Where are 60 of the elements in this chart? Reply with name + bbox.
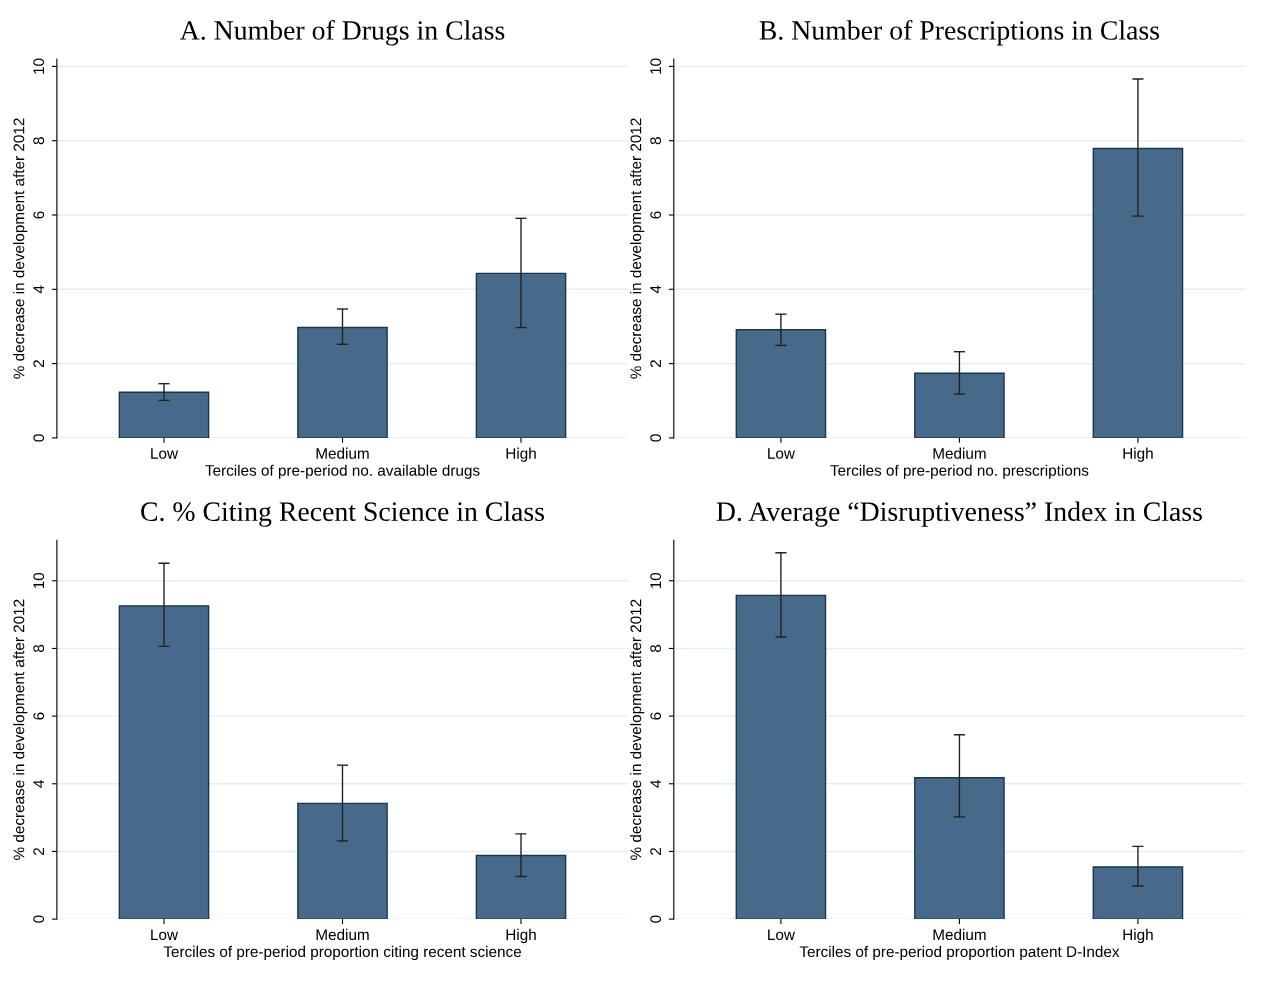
- y-tick-label: 4: [33, 285, 44, 294]
- y-tick-label: 10: [33, 572, 45, 589]
- y-axis-title: % decrease in development after 2012: [630, 599, 645, 860]
- bar: [475, 854, 567, 920]
- y-tick-label: 6: [650, 211, 662, 219]
- y-tick-label: 2: [33, 847, 44, 855]
- bar: [297, 802, 388, 920]
- y-tick-label: 8: [650, 644, 662, 653]
- y-axis-title: % decrease in development after 2012: [13, 599, 28, 860]
- y-tick-label: 0: [33, 434, 45, 442]
- y-tick-label: 10: [650, 572, 662, 589]
- chart-title: B. Number of Prescriptions in Class: [759, 19, 1160, 46]
- bar: [1092, 147, 1184, 438]
- x-tick-label: Low: [768, 929, 795, 941]
- y-tick-label: 8: [650, 137, 662, 145]
- x-tick-label: Medium: [316, 928, 369, 941]
- x-tick-label: Medium: [933, 928, 986, 941]
- y-tick-label: 2: [650, 360, 661, 368]
- x-tick-label: Low: [151, 448, 179, 459]
- x-axis-title: Terciles of pre-period proportion patent D-Index: [799, 945, 1120, 961]
- x-axis-title: Terciles of pre-period no. available drugs: [205, 464, 480, 479]
- chart-title: D. Average “Disruptiveness” Index in Class: [716, 501, 1202, 527]
- chart-title: A. Number of Drugs in Class: [179, 19, 505, 46]
- bar: [735, 329, 827, 438]
- bar: [914, 776, 1005, 920]
- y-tick-label: 4: [650, 285, 661, 294]
- y-tick-label: 6: [33, 712, 45, 720]
- x-tick-label: Medium: [316, 447, 369, 459]
- bar: [914, 372, 1005, 438]
- x-tick-label: High: [506, 447, 536, 462]
- y-tick-label: 0: [650, 434, 662, 442]
- x-axis-title: Terciles of pre-period proportion citing recent science: [163, 945, 521, 961]
- x-tick-label: Low: [151, 929, 179, 941]
- x-tick-label: High: [1123, 447, 1153, 462]
- y-tick-label: 2: [33, 360, 44, 368]
- bar: [297, 326, 388, 438]
- y-tick-label: 8: [33, 644, 45, 653]
- y-tick-label: 10: [650, 58, 662, 74]
- bar: [735, 594, 827, 920]
- y-axis-title: % decrease in development after 2012: [630, 118, 645, 379]
- x-axis-title: Terciles of pre-period no. prescriptions: [830, 464, 1089, 479]
- y-tick-label: 8: [33, 137, 45, 145]
- bar: [1092, 866, 1184, 920]
- x-tick-label: High: [506, 928, 536, 944]
- bar: [118, 605, 210, 920]
- y-tick-label: 4: [33, 779, 44, 788]
- y-tick-label: 6: [33, 211, 45, 219]
- bar: [475, 272, 567, 438]
- y-tick-label: 2: [650, 847, 661, 855]
- bar: [118, 391, 210, 438]
- y-tick-label: 0: [33, 915, 45, 923]
- x-tick-label: High: [1123, 928, 1153, 944]
- y-tick-label: 4: [650, 779, 661, 788]
- y-tick-label: 10: [33, 58, 45, 74]
- y-tick-label: 6: [650, 712, 662, 720]
- x-tick-label: Low: [768, 448, 795, 459]
- y-axis-title: % decrease in development after 2012: [13, 118, 28, 379]
- y-tick-label: 0: [650, 915, 662, 923]
- x-tick-label: Medium: [933, 447, 986, 459]
- chart-title: C. % Citing Recent Science in Class: [141, 501, 544, 527]
